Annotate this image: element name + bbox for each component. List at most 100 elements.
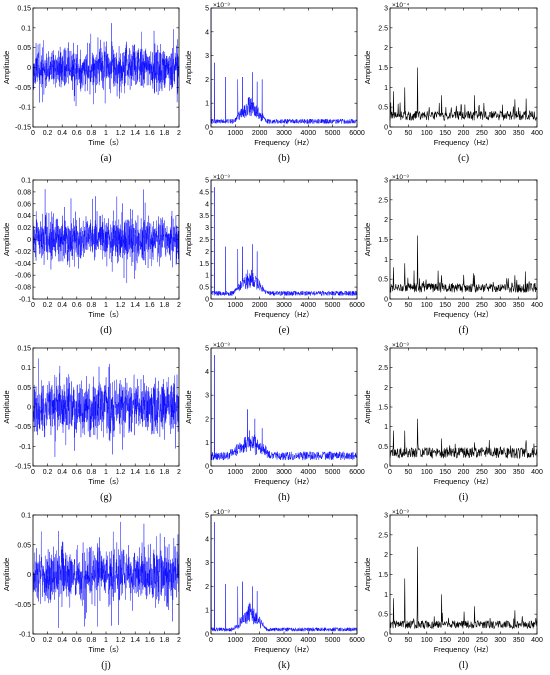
x-tick-label: 1.8 [160,637,170,644]
plot-frame [210,179,358,300]
x-tick-label: 1.6 [145,130,155,137]
y-tick-label: 0.04 [17,213,31,220]
subplot-d: 0 0.2 0.4 0.6 0.8 1 1.2 1.4 1.6 1.8 2 0.1 0.08 0.06 0.… [2,178,181,337]
x-tick-label: 100 [421,130,433,137]
y-tick-label: 0.05 [17,385,31,392]
y-tick-label: 1.5 [378,237,388,244]
spectrum-series [210,350,358,461]
subplot-i: 0 50 100 150 200 250 300 350 400 3 2.5 2 1.5 1 0.5 0 ×10… [363,342,543,503]
x-tick-label: 1.8 [160,302,170,309]
x-axis-label: Time（s） [88,645,123,654]
y-tick-label: 4 [205,29,209,36]
x-tick-label: 300 [494,637,506,644]
x-tick-label: 4000 [301,302,317,309]
x-axis-label: Frequency（Hz） [434,645,494,654]
spectrum-series [210,10,358,125]
y-axis-label: Amplitude [2,390,11,423]
x-tick-label: 200 [458,302,470,309]
x-tick-label: 0 [209,637,213,644]
y-tick-label: 2.5 [199,237,209,244]
x-tick-label: 4000 [301,130,317,137]
y-tick-label: 0.15 [17,346,31,353]
x-tick-label: 2 [177,469,181,476]
subplot-b: 0 1000 2000 3000 4000 5000 6000 5 4 3 2 1 0 ×10⁻³ Freq… [184,2,365,164]
x-tick-label: 6000 [349,302,365,309]
x-tick-label: 1.6 [145,637,155,644]
x-tick-label: 0.4 [57,637,67,644]
y-tick-label: 1 [384,592,388,599]
x-tick-label: 0.2 [43,302,53,309]
subplot-c: 0 50 100 150 200 250 300 350 400 3 2.5 2 1.5 1 0.5 0 ×10… [363,2,543,164]
y-tick-label: 3 [384,513,388,520]
x-tick-label: 250 [476,469,488,476]
x-tick-label: 1.6 [145,302,155,309]
x-tick-label: 1000 [228,469,244,476]
y-axis-label: Amplitude [2,558,11,591]
y-tick-label: 5 [205,513,209,520]
y-tick-label: 1 [384,424,388,431]
y-tick-label: 0.06 [17,201,31,208]
x-axis-label: Frequency（Hz） [434,310,494,319]
x-axis-label: Time（s） [88,310,123,319]
y-tick-label: 1 [384,85,388,92]
x-tick-label: 250 [476,130,488,137]
panel-label: (l) [459,660,468,671]
x-tick-label: 1000 [228,302,244,309]
y-exponent-label: ×10⁻⁴ [392,2,409,9]
x-tick-label: 1.6 [145,469,155,476]
y-tick-label: 0 [205,632,209,639]
y-tick-label: 0.1 [21,365,31,372]
x-tick-label: 0 [31,302,35,309]
y-tick-label: 1.5 [378,572,388,579]
subplot-f: 0 50 100 150 200 250 300 350 400 3 2.5 2 1.5 1 0.5 0 ×10… [363,174,543,336]
x-tick-label: 400 [531,302,543,309]
y-tick-label: -0.05 [15,424,31,431]
x-tick-label: 350 [513,130,525,137]
x-tick-label: 300 [494,469,506,476]
y-tick-label: -0.1 [19,297,31,304]
y-tick-label: 4 [205,369,209,376]
y-tick-label: 0.08 [17,189,31,196]
x-tick-label: 0 [31,469,35,476]
x-tick-label: 6000 [349,637,365,644]
x-tick-label: 200 [458,637,470,644]
y-exponent-label: ×10⁻³ [213,174,230,181]
y-tick-label: 2 [205,584,209,591]
y-tick-label: 2 [384,217,388,224]
spectrum-series [389,235,538,293]
x-axis-label: Frequency（Hz） [254,310,314,319]
subplot-g: 0 0.2 0.4 0.6 0.8 1 1.2 1.4 1.6 1.8 20.150.10.050-… [2,346,181,504]
x-tick-label: 3000 [276,469,292,476]
x-tick-label: 50 [404,302,412,309]
x-tick-label: 100 [421,637,433,644]
x-tick-label: 350 [513,469,525,476]
y-tick-label: -0.1 [19,105,31,112]
y-exponent-label: ×10⁻³ [392,509,409,516]
y-tick-label: 0 [27,572,31,579]
x-tick-label: 0.8 [87,130,97,137]
y-tick-label: 5 [205,346,209,353]
y-exponent-label: ×10⁻³ [213,509,230,516]
y-tick-label: 2 [205,77,209,84]
panel-label: (g) [100,492,112,503]
y-exponent-label: ×10⁻³ [392,174,409,181]
x-tick-label: 2000 [252,637,268,644]
x-tick-label: 1.4 [130,469,140,476]
y-tick-label: 0 [27,405,31,412]
y-axis-label: Amplitude [363,558,372,591]
x-tick-label: 0.6 [72,469,82,476]
y-tick-label: 3 [384,6,388,13]
y-tick-label: 2.5 [378,197,388,204]
x-tick-label: 1 [104,469,108,476]
y-tick-label: 0.1 [21,25,31,32]
y-tick-label: 0 [384,125,388,132]
x-tick-label: 1 [104,302,108,309]
x-tick-label: 0 [209,469,213,476]
x-tick-label: 1.8 [160,130,170,137]
panel-label: (i) [459,492,468,503]
y-axis-label: Amplitude [363,223,372,256]
x-tick-label: 400 [531,469,543,476]
x-tick-label: 50 [404,130,412,137]
panel-label: (c) [458,153,469,164]
x-tick-label: 0.8 [87,469,97,476]
